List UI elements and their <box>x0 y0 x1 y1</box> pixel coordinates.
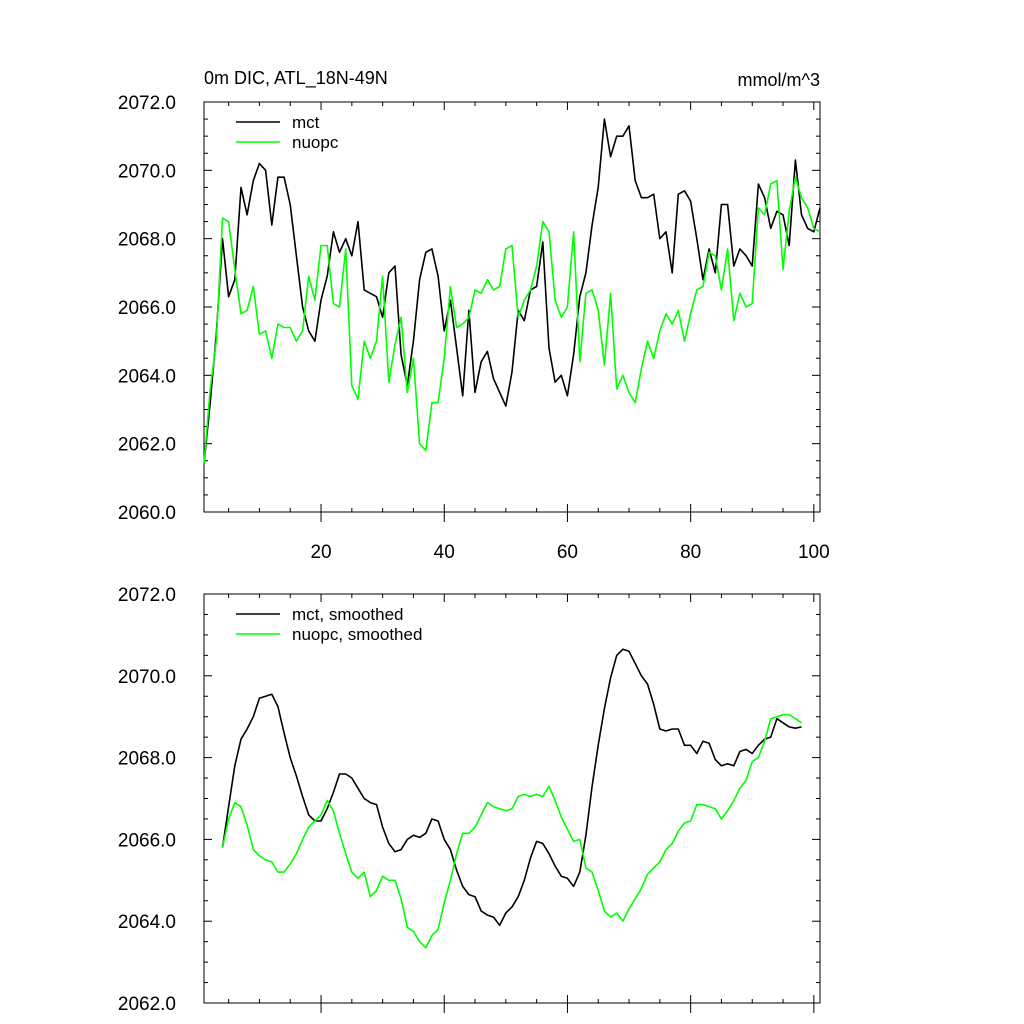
bottom-legend-label: mct, smoothed <box>292 605 404 624</box>
top-ytick-label: 2062.0 <box>118 435 176 456</box>
top-xtick-label: 100 <box>798 542 830 563</box>
top-plot-frame <box>203 101 821 513</box>
top-ytick-label: 2064.0 <box>118 366 176 387</box>
bottom-series-mct-smoothed-line <box>221 648 802 927</box>
bottom-legend-label: nuopc, smoothed <box>292 625 422 644</box>
top-xtick-label: 20 <box>310 542 331 563</box>
top-legend-label: mct <box>292 113 320 132</box>
bottom-panel: 2062.0 2064.0 2066.0 2068.0 2070.0 2072.0 mct,… <box>118 585 821 1015</box>
bottom-ytick-label: 2062.0 <box>118 994 176 1015</box>
chart-title: 0m DIC, ATL_18N-49N <box>204 68 388 89</box>
top-xtick-label: 40 <box>434 542 455 563</box>
chart-units: mmol/m^3 <box>738 70 820 90</box>
top-panel: 2060.0 2062.0 2064.0 2066.0 2068.0 2070.0 2072… <box>118 93 830 563</box>
top-ytick-label: 2068.0 <box>118 230 176 251</box>
bottom-series-nuopc-smoothed-line <box>221 713 802 949</box>
top-series-mct-line <box>203 118 821 465</box>
top-ytick-label: 2072.0 <box>118 93 176 114</box>
top-xtick-label: 80 <box>680 542 701 563</box>
bottom-ytick-label: 2064.0 <box>118 912 176 933</box>
top-ytick-label: 2060.0 <box>118 503 176 524</box>
top-ytick-label: 2070.0 <box>118 161 176 182</box>
top-xtick-label: 60 <box>557 542 578 563</box>
top-ytick-label: 2066.0 <box>118 298 176 319</box>
bottom-ytick-label: 2068.0 <box>118 749 176 770</box>
bottom-plot-frame <box>203 593 821 1004</box>
bottom-ytick-label: 2066.0 <box>118 830 176 851</box>
top-series-nuopc-line <box>203 176 821 465</box>
top-legend-label: nuopc <box>292 133 339 152</box>
bottom-ytick-label: 2070.0 <box>118 667 176 688</box>
bottom-ytick-label: 2072.0 <box>118 585 176 606</box>
